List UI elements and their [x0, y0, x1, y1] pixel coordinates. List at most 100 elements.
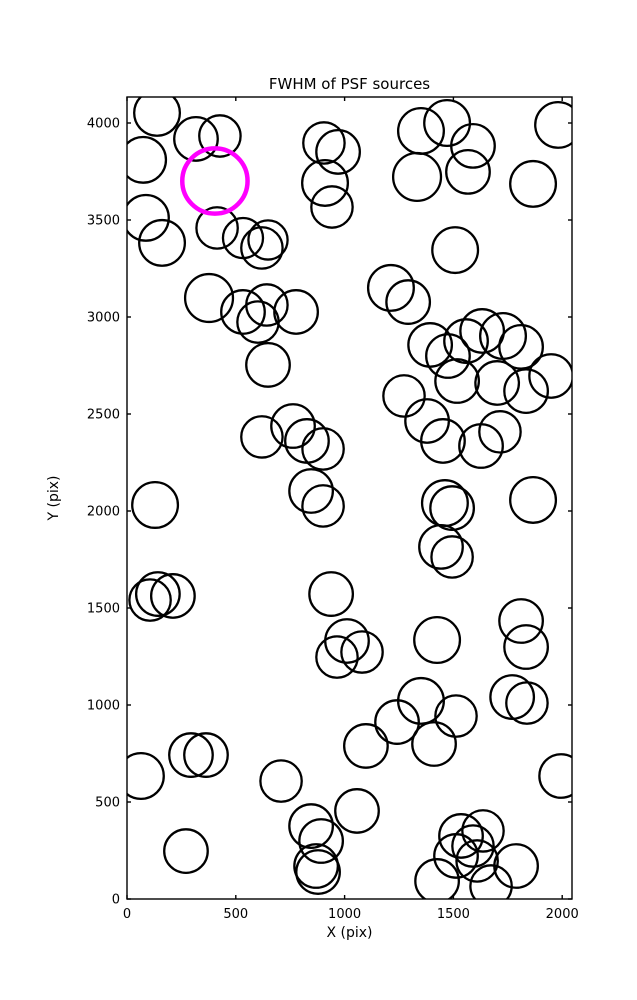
psf-source-circle [284, 418, 330, 464]
psf-source-circle [183, 272, 235, 324]
psf-source-circle [411, 721, 457, 767]
psf-source-circle [288, 803, 335, 849]
psf-source-circle [240, 415, 284, 459]
y-tick-label: 0 [112, 893, 120, 908]
psf-source-circle [315, 128, 361, 175]
psf-source-circle [245, 342, 291, 388]
psf-source-circle [240, 226, 284, 270]
psf-source-circle [509, 159, 558, 208]
psf-source-circle [418, 523, 464, 570]
psf-source-circle [534, 100, 572, 149]
x-tick-label: 2000 [546, 907, 579, 922]
psf-source-circle [420, 418, 466, 464]
psf-source-circle [431, 226, 480, 275]
psf-source-circle [461, 809, 505, 853]
x-tick-label: 0 [123, 907, 131, 922]
psf-source-circle [538, 753, 572, 799]
psf-source-circle [528, 353, 572, 399]
psf-source-circle [430, 535, 474, 579]
psf-source-circle [134, 571, 181, 617]
psf-source-circle [385, 279, 432, 325]
axes-frame [126, 96, 573, 900]
psf-source-circle [498, 598, 544, 644]
chart-title: FWHM of PSF sources [269, 75, 430, 93]
psf-source-circle [413, 616, 462, 665]
psf-source-circle [469, 864, 513, 899]
y-axis-label: Y (pix) [46, 476, 62, 522]
psf-source-circle [295, 849, 341, 895]
highlighted-psf-circle [180, 146, 250, 216]
psf-source-circle [438, 813, 484, 859]
psf-source-circle [301, 427, 345, 471]
y-tick-label: 2000 [87, 504, 120, 519]
psf-source-circle [298, 818, 345, 864]
psf-source-circle [443, 318, 489, 364]
psf-source-circle [302, 121, 346, 165]
psf-source-circle [455, 839, 499, 883]
x-tick-label: 500 [223, 907, 248, 922]
psf-source-circle [404, 398, 450, 444]
psf-source-circle [131, 480, 180, 529]
y-tick-label: 2500 [87, 407, 120, 422]
x-tick-label: 1500 [437, 907, 470, 922]
psf-source-circle [127, 193, 170, 242]
psf-source-circle [288, 468, 335, 514]
psf-source-circle [220, 289, 266, 335]
psf-source-circle [503, 624, 549, 670]
psf-source-circle [340, 630, 384, 674]
psf-source-circle [474, 360, 521, 406]
psf-source-circle [445, 148, 491, 195]
psf-source-circle [198, 114, 242, 158]
psf-source-circle [310, 185, 354, 229]
y-tick-label: 4000 [87, 116, 120, 131]
psf-source-circle [433, 833, 479, 879]
psf-source-circle [245, 283, 289, 327]
psf-source-circle [505, 681, 549, 725]
psf-source-circle [414, 858, 460, 899]
psf-source-circle [173, 115, 219, 162]
psf-source-circle [334, 788, 380, 834]
psf-source-circle [163, 828, 209, 874]
x-axis-label: X (pix) [326, 925, 372, 941]
y-tick-label: 3500 [87, 213, 120, 228]
psf-source-circle [183, 732, 229, 778]
y-tick-label: 1500 [87, 601, 120, 616]
psf-source-circle [498, 323, 544, 370]
psf-source-circle [382, 374, 426, 418]
y-tick-label: 500 [95, 795, 120, 810]
psf-source-circle [308, 571, 355, 617]
psf-source-circle [366, 263, 415, 312]
psf-source-circle [301, 484, 345, 528]
psf-source-circle [374, 699, 420, 745]
x-tick-label: 1000 [328, 907, 361, 922]
psf-source-circle [315, 635, 359, 679]
psf-source-circle [273, 289, 319, 335]
psf-source-circle [425, 333, 471, 379]
y-tick-label: 1000 [87, 698, 120, 713]
psf-source-circle [168, 732, 214, 778]
psf-source-circle [429, 485, 476, 531]
psf-source-circle [451, 824, 495, 868]
psf-source-circle [478, 410, 522, 454]
psf-source-circle [195, 206, 239, 250]
psf-source-circle [128, 578, 172, 622]
psf-source-circle [509, 475, 558, 524]
psf-source-circle [301, 158, 350, 207]
psf-source-circle [459, 308, 506, 354]
y-tick-label: 3000 [87, 310, 120, 325]
psf-source-circle [493, 843, 539, 889]
ticks-layer: 0 500 1000 1500 2000 0 500 1000 1500 2000 2500 3000… [87, 97, 579, 922]
psf-source-circle [150, 573, 196, 619]
psf-source-circle [236, 300, 280, 344]
psf-source-circle [450, 122, 496, 169]
psf-source-circle [391, 151, 443, 203]
psf-source-circle [247, 219, 289, 261]
psf-source-circle [259, 759, 303, 803]
psf-source-circle [458, 423, 504, 469]
psf-source-circle [396, 106, 445, 155]
psf-source-circle [270, 403, 316, 449]
psf-source-circle [324, 618, 370, 664]
psf-source-circle [133, 97, 182, 137]
